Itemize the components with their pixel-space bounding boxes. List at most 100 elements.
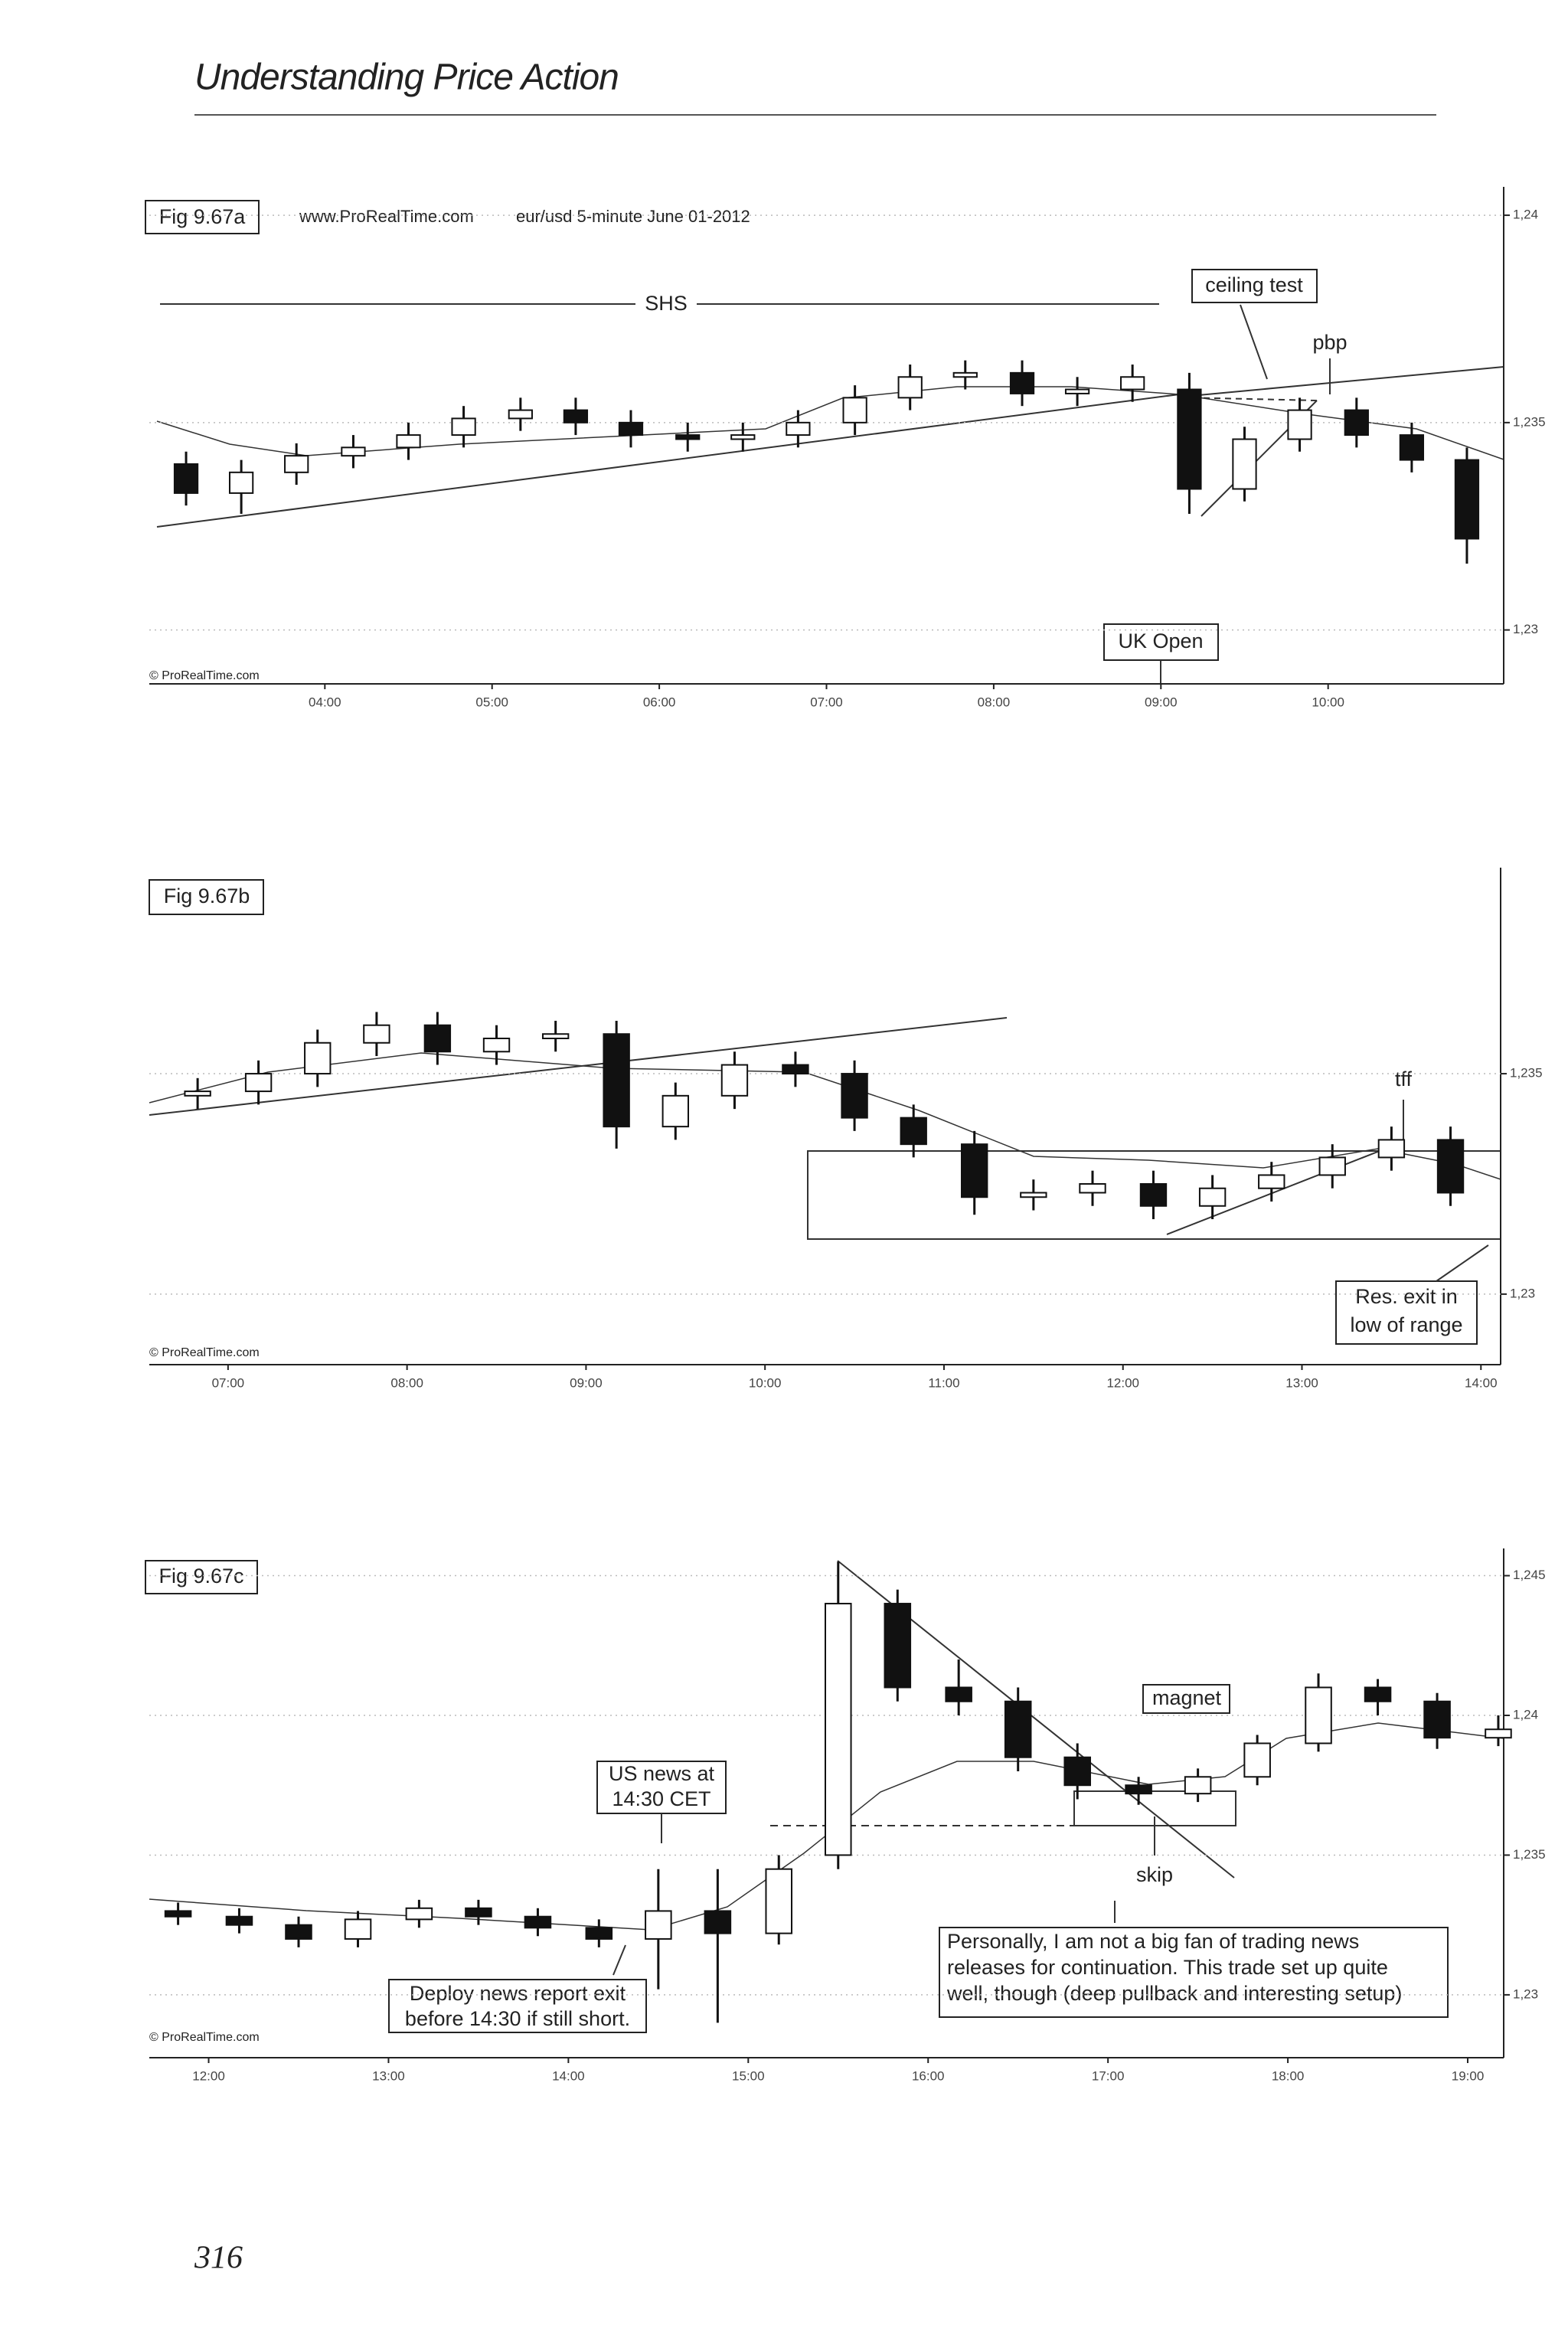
candle-body: [842, 397, 867, 423]
y-tick-label: 1,235: [1510, 1066, 1543, 1081]
candle-body: [782, 1064, 809, 1075]
candle-body: [645, 1910, 672, 1940]
candle-body: [563, 409, 589, 423]
annotation: tff: [1395, 1068, 1413, 1090]
candle-body: [1344, 409, 1369, 437]
x-tick-label: 09:00: [1145, 695, 1178, 709]
note-line: low of range: [1350, 1313, 1462, 1336]
candle-body: [675, 434, 701, 440]
candle-body: [786, 421, 811, 437]
trendline: [1166, 1149, 1384, 1235]
x-tick-label: 08:00: [978, 695, 1011, 709]
y-tick-label: 1,23: [1513, 1986, 1538, 2001]
annotation: magnet: [1152, 1686, 1222, 1709]
x-tick-label: 13:00: [372, 2068, 405, 2083]
watermark: © ProRealTime.com: [149, 669, 260, 682]
x-tick-label: 10:00: [1312, 695, 1344, 709]
annotation-box: [1142, 1684, 1230, 1714]
note-line: well, though (deep pullback and interest…: [946, 1982, 1402, 2005]
candle-body: [1364, 1686, 1392, 1702]
y-tick-label: 1,24: [1513, 208, 1538, 222]
candle-body: [900, 1117, 927, 1146]
candle-body: [508, 409, 533, 420]
candle-body: [720, 1064, 749, 1097]
candle-body: [1377, 1139, 1406, 1159]
candle-body: [1399, 434, 1425, 461]
annotation-box: [1191, 269, 1318, 303]
x-tick-label: 13:00: [1285, 1375, 1318, 1390]
candle-body: [173, 463, 199, 494]
x-tick-label: 16:00: [912, 2068, 945, 2083]
y-tick-label: 1,23: [1510, 1286, 1535, 1300]
candle-body: [1079, 1182, 1106, 1194]
candle-body: [225, 1915, 253, 1926]
candle-body: [1423, 1700, 1451, 1739]
x-tick-label: 06:00: [643, 695, 676, 709]
candle-body: [1258, 1174, 1285, 1189]
x-tick-label: 14:00: [1465, 1375, 1498, 1390]
candle-body: [451, 417, 476, 437]
candle-body: [704, 1910, 732, 1934]
annotation-box: [1103, 623, 1219, 661]
running-header: Understanding Price Action: [194, 57, 619, 98]
candle-body: [603, 1033, 630, 1128]
source: www.ProRealTime.com: [299, 207, 474, 226]
candle-body: [396, 434, 421, 449]
y-tick-label: 1,235: [1513, 414, 1546, 429]
candle-body: [1243, 1742, 1271, 1778]
moving-average: [149, 1722, 1504, 1931]
candle-body: [884, 1603, 912, 1689]
candle-body: [465, 1907, 492, 1918]
candle-body: [405, 1907, 433, 1921]
candle-body: [341, 446, 366, 457]
arrow: [612, 1944, 626, 1976]
x-tick-label: 19:00: [1452, 2068, 1485, 2083]
candle-body: [961, 1143, 988, 1198]
candle-body: [824, 1603, 852, 1856]
annotation: SHS: [645, 292, 688, 315]
annotation: skip: [1136, 1863, 1173, 1886]
trendline: [156, 391, 1197, 528]
candle-body: [285, 1924, 312, 1940]
candle-body: [344, 1918, 372, 1940]
y-tick-label: 1,23: [1513, 622, 1538, 636]
note-box: [388, 1979, 647, 2033]
figure-label-box: [145, 1560, 258, 1594]
candle-body: [1139, 1182, 1168, 1207]
note-line: Res. exit in: [1355, 1285, 1458, 1308]
candle-body: [363, 1024, 390, 1044]
note-line: Personally, I am not a big fan of tradin…: [947, 1930, 1359, 1953]
candle-body: [841, 1073, 868, 1119]
x-tick-label: 08:00: [390, 1375, 423, 1390]
note-line: Deploy news report exit: [410, 1982, 626, 2005]
candle-body: [1485, 1728, 1512, 1739]
candle-body: [1009, 371, 1035, 394]
candle-body: [765, 1868, 793, 1934]
candle-body: [1232, 438, 1257, 490]
watermark: © ProRealTime.com: [149, 2031, 260, 2044]
candle-body: [423, 1024, 452, 1053]
x-tick-label: 14:00: [552, 2068, 585, 2083]
figure-label: Fig 9.67a: [159, 205, 247, 228]
watermark: © ProRealTime.com: [149, 1346, 260, 1359]
arrow: [1436, 1244, 1489, 1282]
candle-body: [897, 376, 923, 399]
moving-average: [149, 1052, 1501, 1180]
x-tick-label: 07:00: [810, 695, 843, 709]
candle-body: [1305, 1686, 1332, 1744]
candle-body: [284, 455, 309, 473]
x-tick-label: 12:00: [1106, 1375, 1139, 1390]
note-line: releases for continuation. This trade se…: [947, 1956, 1388, 1979]
x-tick-label: 09:00: [570, 1375, 603, 1390]
candle-body: [1454, 459, 1480, 540]
x-tick-label: 05:00: [475, 695, 508, 709]
x-tick-label: 11:00: [928, 1375, 959, 1390]
candle-body: [304, 1041, 332, 1075]
annotation: ceiling test: [1205, 273, 1303, 296]
x-tick-label: 10:00: [749, 1375, 782, 1390]
candle-body: [585, 1927, 613, 1940]
y-tick-label: 1,235: [1513, 1847, 1546, 1862]
candle-body: [541, 1033, 570, 1040]
x-tick-label: 07:00: [212, 1375, 245, 1390]
candle-body: [1020, 1192, 1047, 1198]
